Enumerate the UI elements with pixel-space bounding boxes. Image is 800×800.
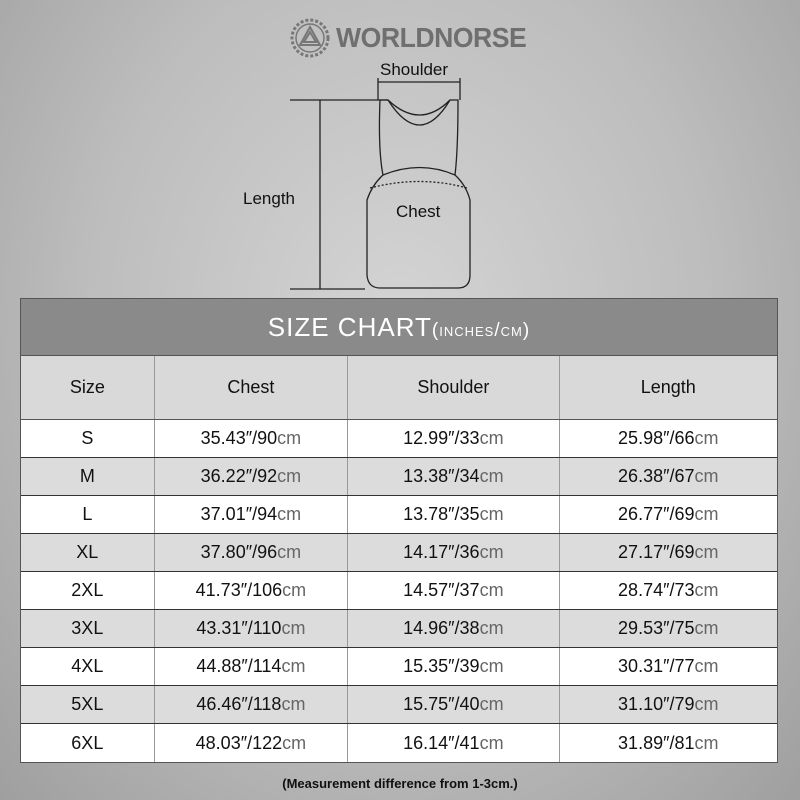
header-shoulder: Shoulder xyxy=(348,356,560,419)
measurement-cell: 26.77″/69 cm xyxy=(618,504,719,524)
measurement-cell: 14.17″/36 cm xyxy=(348,534,560,571)
measurement-cell: 37.80″/96 cm xyxy=(155,534,349,571)
measurement-cell: 37.01″/94 cm xyxy=(155,496,349,533)
measurement-cell: 13.38″/34 cm xyxy=(348,458,560,495)
unit-cm: cm xyxy=(281,618,306,638)
measurement-cell: 13.78″/35 cm xyxy=(348,496,560,533)
brand-logo: WORLDNORSE xyxy=(290,18,536,58)
measurement-cell: 15.75″/40 cm xyxy=(348,686,560,723)
table-row: 5XL 46.46″/118 cm 15.75″/40 cm 31.10″/79 cm xyxy=(21,686,777,724)
unit-cm: cm xyxy=(281,694,306,714)
unit-cm: cm xyxy=(277,428,302,448)
unit-cm: cm xyxy=(277,504,302,524)
length-label: Length xyxy=(243,189,295,208)
unit-cm: cm xyxy=(694,694,719,714)
measurement-cell: 44.88″/114 cm xyxy=(155,648,349,685)
measurement-cell: 29.53″/75 cm xyxy=(618,618,719,638)
unit-cm: cm xyxy=(694,542,719,562)
size-cell: 4XL xyxy=(21,648,155,685)
measurement-note: (Measurement difference from 1-3cm.) xyxy=(282,776,518,791)
unit-cm: cm xyxy=(694,428,719,448)
size-cell: M xyxy=(21,458,155,495)
tank-top-diagram xyxy=(290,78,471,290)
table-row: 4XL 44.88″/114 cm 15.35″/39 cm 30.31″/77 cm xyxy=(21,648,777,686)
unit-cm: cm xyxy=(694,580,719,600)
measurement-cell: 31.89″/81 cm xyxy=(618,732,719,753)
size-cell: 2XL xyxy=(21,572,155,609)
measurement-cell: 36.22″/92 cm xyxy=(155,458,349,495)
size-cell: S xyxy=(21,420,155,457)
unit-cm: cm xyxy=(282,732,307,753)
measurement-cell: 25.98″/66 cm xyxy=(618,428,719,448)
shoulder-label: Shoulder xyxy=(380,60,449,79)
unit-cm: cm xyxy=(694,466,719,486)
size-chart-table: SIZE CHART(inches/cm) Size Chest Shoulde… xyxy=(20,298,778,763)
measurement-cell: 12.99″/33 cm xyxy=(348,420,560,457)
unit-cm: cm xyxy=(479,694,504,714)
measurement-cell: 28.74″/73 cm xyxy=(618,580,719,600)
table-row: 2XL 41.73″/106 cm 14.57″/37 cm 28.74″/73 cm xyxy=(21,572,777,610)
measurement-cell: 35.43″/90 cm xyxy=(155,420,349,457)
unit-cm: cm xyxy=(479,580,504,600)
title-units: (inches/cm) xyxy=(431,320,531,341)
unit-cm: cm xyxy=(281,656,306,676)
header-length: Length xyxy=(640,377,696,397)
valknut-knot-icon xyxy=(290,18,330,58)
table-row: M 36.22″/92 cm 13.38″/34 cm 26.38″/67 cm xyxy=(21,458,777,496)
unit-cm: cm xyxy=(694,656,719,676)
measurement-cell: 14.57″/37 cm xyxy=(348,572,560,609)
brand-name: WORLDNORSE xyxy=(336,22,527,53)
unit-cm: cm xyxy=(479,618,504,638)
size-chart-title: SIZE CHART(inches/cm) xyxy=(21,299,777,356)
unit-cm: cm xyxy=(694,618,719,638)
unit-cm: cm xyxy=(479,542,504,562)
unit-cm: cm xyxy=(479,466,504,486)
table-row: S 35.43″/90 cm 12.99″/33 cm 25.98″/66 cm xyxy=(21,420,777,458)
size-cell: 3XL xyxy=(21,610,155,647)
measurement-cell: 26.38″/67 cm xyxy=(618,466,719,486)
size-cell: 6XL xyxy=(21,724,155,762)
measurement-cell: 43.31″/110 cm xyxy=(155,610,349,647)
table-header-row: Size Chest Shoulder Length xyxy=(21,356,777,420)
table-row: L 37.01″/94 cm 13.78″/35 cm 26.77″/69 cm xyxy=(21,496,777,534)
unit-cm: cm xyxy=(277,466,302,486)
unit-cm: cm xyxy=(282,580,307,600)
unit-cm: cm xyxy=(479,504,504,524)
measurement-cell: 16.14″/41 cm xyxy=(348,724,560,762)
table-row: XL 37.80″/96 cm 14.17″/36 cm 27.17″/69 cm xyxy=(21,534,777,572)
header-size: Size xyxy=(21,356,155,419)
table-row: 6XL 48.03″/122 cm 16.14″/41 cm 31.89″/81 cm xyxy=(21,724,777,762)
measurement-cell: 41.73″/106 cm xyxy=(155,572,349,609)
measurement-cell: 30.31″/77 cm xyxy=(618,656,719,676)
size-cell: L xyxy=(21,496,155,533)
size-cell: XL xyxy=(21,534,155,571)
unit-cm: cm xyxy=(694,732,719,753)
measurement-cell: 31.10″/79 cm xyxy=(618,694,719,714)
unit-cm: cm xyxy=(479,656,504,676)
measurement-cell: 48.03″/122 cm xyxy=(155,724,349,762)
measurement-cell: 27.17″/69 cm xyxy=(618,542,719,562)
unit-cm: cm xyxy=(479,428,504,448)
table-row: 3XL 43.31″/110 cm 14.96″/38 cm 29.53″/75 cm xyxy=(21,610,777,648)
unit-cm: cm xyxy=(479,732,504,753)
measurement-cell: 14.96″/38 cm xyxy=(348,610,560,647)
measurement-cell: 46.46″/118 cm xyxy=(155,686,349,723)
size-cell: 5XL xyxy=(21,686,155,723)
chest-label: Chest xyxy=(396,202,441,221)
measurement-cell: 15.35″/39 cm xyxy=(348,648,560,685)
unit-cm: cm xyxy=(277,542,302,562)
header-chest: Chest xyxy=(155,356,349,419)
unit-cm: cm xyxy=(694,504,719,524)
